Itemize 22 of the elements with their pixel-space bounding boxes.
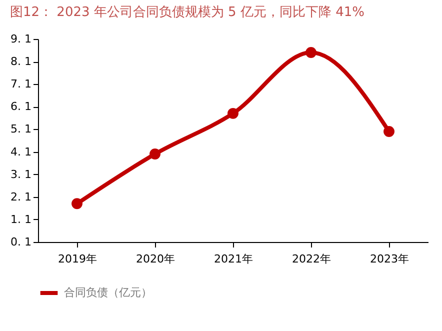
point	[150, 148, 160, 160]
x-tick-label: 2022年	[292, 252, 331, 266]
legend-label: 合同负债（亿元）	[64, 286, 152, 299]
y-tick-label: 8. 1	[10, 55, 32, 68]
x-tick-label: 2021年	[214, 252, 253, 266]
point	[306, 47, 316, 58]
y-tick-label: 5. 1	[10, 122, 32, 136]
point	[228, 108, 238, 119]
point	[72, 198, 82, 210]
y-tick-label: 0. 1	[10, 236, 32, 248]
x-tick-label: 2019年	[58, 252, 97, 266]
x-tick-label: 2020年	[136, 252, 175, 266]
y-tick-label: 7. 1	[10, 78, 32, 91]
point	[384, 126, 394, 137]
y-tick-label: 3. 1	[10, 168, 32, 181]
y-tick-label: 4. 1	[10, 145, 32, 158]
y-tick-label: 6. 1	[10, 100, 32, 114]
y-tick-label: 1. 1	[10, 212, 32, 226]
x-tick-label: 2023年	[370, 252, 409, 266]
chart-title: 图12： 2023 年公司合同负债规模为 5 亿元，同比下降 41%	[10, 5, 364, 20]
y-tick-label: 9. 1	[10, 32, 32, 46]
y-tick-label: 2. 1	[10, 190, 32, 204]
